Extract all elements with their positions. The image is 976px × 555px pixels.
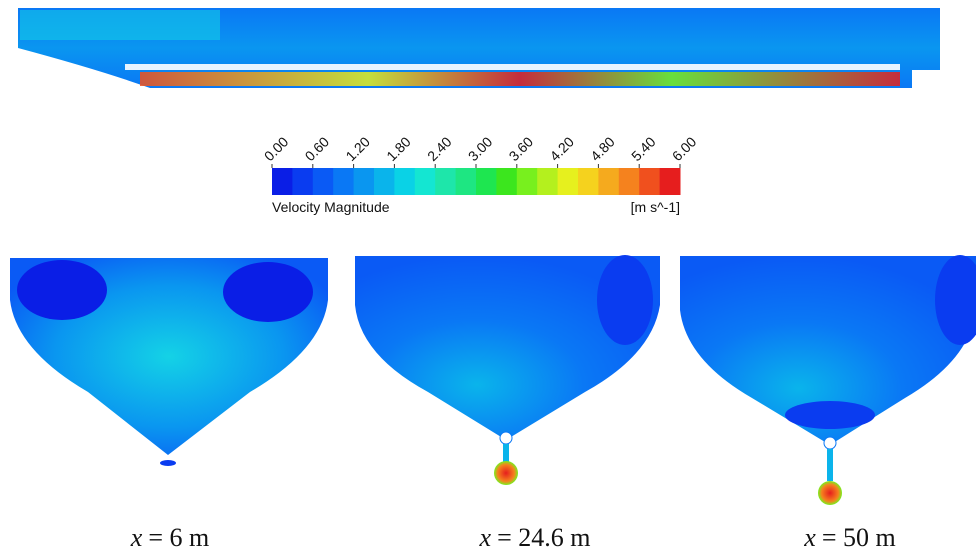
colorbar-swatch: [619, 168, 640, 195]
caption-text: = 6 m: [148, 523, 209, 552]
colorbar-swatch: [578, 168, 599, 195]
stem: [827, 449, 833, 481]
colorbar-tick-label: 0.60: [302, 133, 333, 164]
colorbar-swatch: [558, 168, 579, 195]
strip-channel: [125, 64, 900, 70]
caption-symbol: x: [803, 523, 816, 552]
section-3: [680, 255, 976, 505]
colorbar-tick-label: 3.60: [506, 133, 537, 164]
caption-text: = 50 m: [822, 523, 896, 552]
colorbar-tick-label: 5.40: [628, 133, 659, 164]
section-caption: x= 6 m: [130, 523, 209, 552]
colorbar-tick-label: 4.20: [546, 133, 577, 164]
colorbar-tick-label: 1.80: [383, 133, 414, 164]
section-1: [10, 258, 328, 466]
stem: [503, 444, 509, 462]
colorbar-tick-label: 1.20: [342, 133, 373, 164]
colorbar-swatch: [313, 168, 334, 195]
caption-symbol: x: [130, 523, 143, 552]
section-caption: x= 24.6 m: [479, 523, 591, 552]
pipe: [824, 437, 836, 449]
colorbar-title: Velocity Magnitude: [272, 199, 390, 215]
colorbar-swatch: [374, 168, 395, 195]
caption-text: = 24.6 m: [497, 523, 590, 552]
section-caption: x= 50 m: [803, 523, 895, 552]
colorbar-tick-label: 4.80: [587, 133, 618, 164]
strip-jet: [140, 72, 900, 86]
domain-strip: [18, 8, 940, 88]
strip-region: [20, 10, 220, 40]
colorbar-swatch: [476, 168, 497, 195]
vortex: [597, 255, 653, 345]
colorbar-tick-label: 2.40: [424, 133, 455, 164]
caption-symbol: x: [479, 523, 492, 552]
vortex: [785, 401, 875, 429]
section-2: [355, 255, 660, 485]
colorbar-swatch: [415, 168, 436, 195]
colorbar-swatch: [333, 168, 354, 195]
keel: [160, 460, 176, 466]
colorbar-swatch: [660, 168, 681, 195]
colorbar-tick-label: 6.00: [669, 133, 700, 164]
outlet: [818, 481, 842, 505]
colorbar-swatch: [639, 168, 660, 195]
colorbar-swatch: [354, 168, 375, 195]
vortex: [223, 262, 313, 322]
colorbar-swatch: [435, 168, 456, 195]
colorbar-swatch: [517, 168, 538, 195]
vortex: [17, 260, 107, 320]
colorbar-swatch: [537, 168, 558, 195]
colorbar-tick-label: 3.00: [465, 133, 496, 164]
colorbar-unit: [m s^-1]: [631, 199, 680, 215]
colorbar-swatch: [272, 168, 293, 195]
colorbar-swatch: [292, 168, 313, 195]
colorbar-tick-label: 0.00: [261, 133, 292, 164]
colorbar-swatch: [394, 168, 415, 195]
figure: Velocity Magnitude [m s^-1] 0.00 0.60 1.20…: [0, 0, 976, 555]
colorbar-swatch: [598, 168, 619, 195]
pipe: [500, 432, 512, 444]
colorbar-swatch: [456, 168, 477, 195]
outlet: [494, 461, 518, 485]
colorbar-swatch: [496, 168, 517, 195]
